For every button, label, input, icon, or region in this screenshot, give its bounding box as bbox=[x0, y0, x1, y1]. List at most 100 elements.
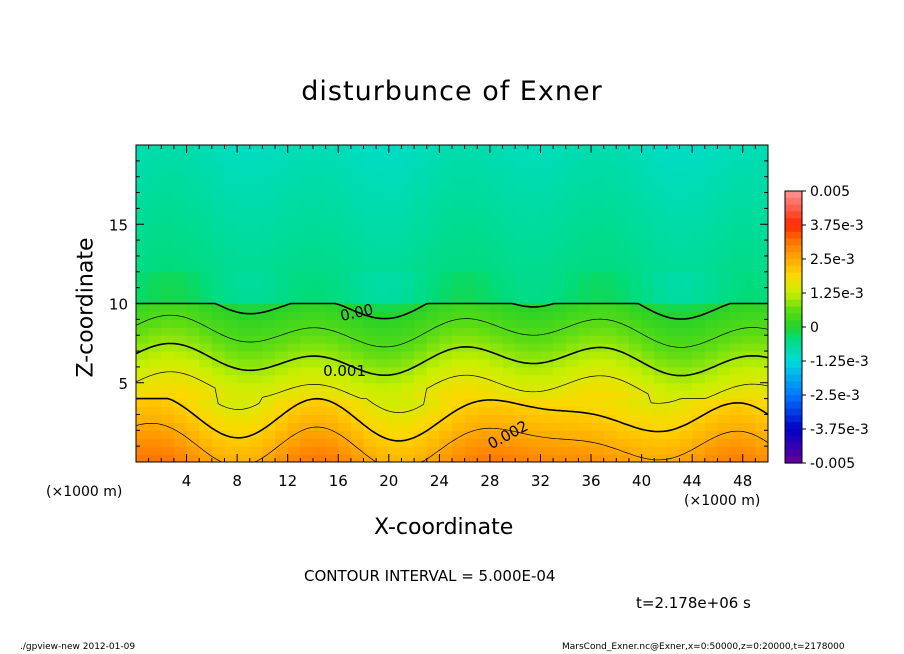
heatmap-cell bbox=[679, 200, 693, 209]
heatmap-cell bbox=[603, 303, 617, 313]
heatmap-cell bbox=[540, 263, 554, 273]
colorbar-label: -0.005 bbox=[810, 456, 855, 472]
heatmap-cell bbox=[641, 446, 655, 455]
heatmap-cell bbox=[666, 406, 681, 416]
heatmap-cell bbox=[704, 145, 719, 154]
heatmap-cell bbox=[300, 398, 314, 408]
heatmap-cell bbox=[515, 454, 529, 462]
heatmap-cell bbox=[350, 438, 365, 447]
heatmap-cell bbox=[199, 430, 213, 439]
heatmap-cell bbox=[641, 200, 655, 209]
heatmap-cell bbox=[553, 343, 567, 352]
heatmap-cell bbox=[363, 422, 377, 431]
heatmap-cell bbox=[452, 430, 466, 439]
heatmap-cell bbox=[414, 351, 428, 360]
colorbar-segment bbox=[785, 204, 802, 212]
heatmap-cell bbox=[477, 184, 491, 194]
contour-line bbox=[136, 422, 768, 462]
heatmap-cell bbox=[704, 430, 719, 439]
heatmap-cell bbox=[363, 208, 377, 217]
heatmap-cell bbox=[692, 382, 706, 392]
heatmap-cell bbox=[628, 343, 643, 352]
heatmap-cell bbox=[161, 406, 175, 416]
heatmap-cell bbox=[148, 374, 162, 384]
heatmap-cell bbox=[477, 335, 491, 344]
heatmap-cell bbox=[502, 454, 516, 462]
heatmap-cell bbox=[540, 248, 554, 257]
heatmap-cell bbox=[666, 319, 681, 328]
heatmap-cell bbox=[237, 398, 251, 408]
heatmap-cell bbox=[376, 224, 390, 233]
heatmap-cell bbox=[173, 343, 188, 352]
heatmap-cell bbox=[489, 216, 504, 225]
heatmap-cell bbox=[262, 192, 276, 202]
heatmap-cell bbox=[350, 343, 365, 352]
heatmap-cell bbox=[312, 382, 327, 392]
colorbar-segment bbox=[785, 361, 802, 369]
heatmap-cell bbox=[540, 366, 554, 376]
heatmap-cell bbox=[186, 263, 200, 273]
heatmap-cell bbox=[325, 279, 339, 289]
heatmap-cell bbox=[350, 160, 365, 170]
heatmap-cell bbox=[565, 351, 579, 360]
heatmap-cell bbox=[654, 224, 668, 233]
heatmap-cell bbox=[654, 335, 668, 344]
heatmap-cell bbox=[148, 406, 162, 416]
heatmap-cell bbox=[553, 430, 567, 439]
heatmap-cell bbox=[338, 208, 352, 217]
heatmap-cell bbox=[249, 287, 263, 297]
heatmap-cell bbox=[426, 232, 440, 241]
heatmap-cell bbox=[755, 398, 768, 408]
heatmap-cell bbox=[414, 279, 428, 289]
heatmap-cell bbox=[300, 335, 314, 344]
heatmap-cell bbox=[628, 335, 643, 344]
heatmap-cell bbox=[312, 398, 327, 408]
heatmap-cell bbox=[502, 374, 516, 384]
heatmap-cell bbox=[616, 145, 630, 154]
heatmap-cell bbox=[616, 279, 630, 289]
heatmap-cell bbox=[262, 454, 276, 462]
heatmap-cell bbox=[464, 216, 478, 225]
heatmap-cell bbox=[553, 232, 567, 241]
heatmap-cell bbox=[401, 446, 415, 455]
heatmap-cell bbox=[603, 224, 617, 233]
heatmap-cell bbox=[591, 366, 605, 376]
heatmap-cell bbox=[312, 454, 327, 462]
heatmap-cell bbox=[692, 406, 706, 416]
heatmap-cell bbox=[730, 295, 744, 305]
heatmap-cell bbox=[262, 152, 276, 162]
heatmap-cell bbox=[262, 295, 276, 305]
heatmap-cell bbox=[262, 382, 276, 392]
heatmap-cell bbox=[249, 232, 263, 241]
heatmap-cell bbox=[553, 295, 567, 305]
heatmap-cell bbox=[679, 430, 693, 439]
heatmap-cell bbox=[363, 382, 377, 392]
heatmap-cell bbox=[376, 366, 390, 376]
heatmap-cell bbox=[426, 295, 440, 305]
x-axis-label: X-coordinate bbox=[374, 515, 514, 540]
heatmap-cell bbox=[199, 232, 213, 241]
heatmap-cell bbox=[363, 311, 377, 320]
heatmap-cell bbox=[148, 358, 162, 368]
heatmap-cell bbox=[350, 279, 365, 289]
heatmap-cell bbox=[376, 152, 390, 162]
heatmap-cell bbox=[502, 390, 516, 400]
heatmap-cell bbox=[338, 160, 352, 170]
heatmap-cell bbox=[654, 406, 668, 416]
heatmap-cell bbox=[300, 168, 314, 178]
heatmap-cell bbox=[338, 168, 352, 178]
heatmap-cell bbox=[717, 152, 731, 162]
heatmap-cell bbox=[148, 295, 162, 305]
heatmap-cell bbox=[742, 414, 756, 423]
colorbar-segment bbox=[785, 395, 802, 403]
heatmap-cell bbox=[553, 271, 567, 281]
heatmap-cell bbox=[173, 446, 188, 455]
heatmap-cell bbox=[211, 263, 226, 273]
heatmap-cell bbox=[186, 406, 200, 416]
heatmap-cell bbox=[553, 224, 567, 233]
heatmap-cell bbox=[628, 358, 643, 368]
heatmap-cell bbox=[692, 327, 706, 336]
heatmap-cell bbox=[173, 279, 188, 289]
heatmap-cell bbox=[553, 382, 567, 392]
chart-title: disturbunce of Exner bbox=[301, 76, 603, 107]
